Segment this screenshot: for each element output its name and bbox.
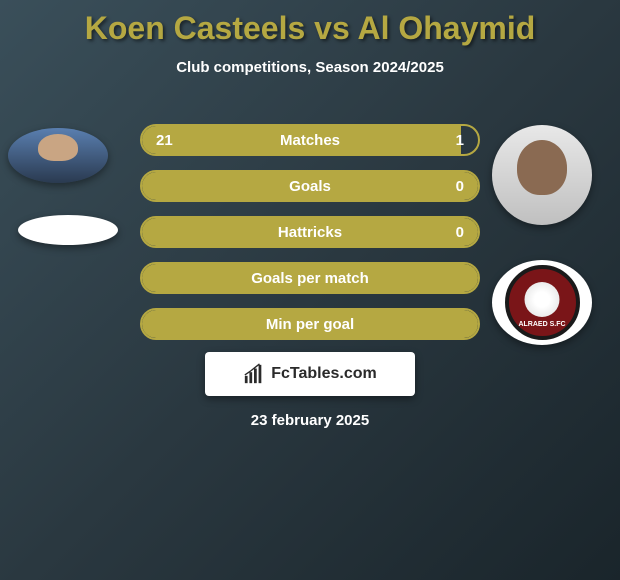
player-left-avatar: [8, 128, 108, 183]
footer-brand-text: FcTables.com: [271, 365, 377, 383]
stat-row-min-per-goal: Min per goal: [140, 308, 480, 340]
comparison-subtitle: Club competitions, Season 2024/2025: [0, 59, 620, 76]
stat-right-value: 0: [456, 224, 464, 241]
stat-label: Matches: [142, 132, 478, 149]
stat-right-value: 0: [456, 178, 464, 195]
stat-row-goals: Goals 0: [140, 170, 480, 202]
stat-right-value: 1: [456, 132, 464, 149]
stat-label: Hattricks: [142, 224, 478, 241]
chart-icon: [243, 363, 265, 385]
stat-row-matches: 21 Matches 1: [140, 124, 480, 156]
club-badge-text: ALRAED S.FC: [509, 321, 576, 328]
stat-label: Goals: [142, 178, 478, 195]
player-left-club-badge: [18, 215, 118, 245]
player-right-club-badge: ALRAED S.FC: [492, 260, 592, 345]
club-badge-emblem: ALRAED S.FC: [505, 265, 580, 340]
stat-row-goals-per-match: Goals per match: [140, 262, 480, 294]
player-right-avatar: [492, 125, 592, 225]
comparison-title: Koen Casteels vs Al Ohaymid: [0, 0, 620, 47]
stat-label: Goals per match: [142, 270, 478, 287]
footer-brand-badge: FcTables.com: [205, 352, 415, 396]
comparison-date: 23 february 2025: [0, 412, 620, 429]
stat-label: Min per goal: [142, 316, 478, 333]
stat-row-hattricks: Hattricks 0: [140, 216, 480, 248]
stats-container: 21 Matches 1 Goals 0 Hattricks 0 Goals p…: [140, 124, 480, 354]
